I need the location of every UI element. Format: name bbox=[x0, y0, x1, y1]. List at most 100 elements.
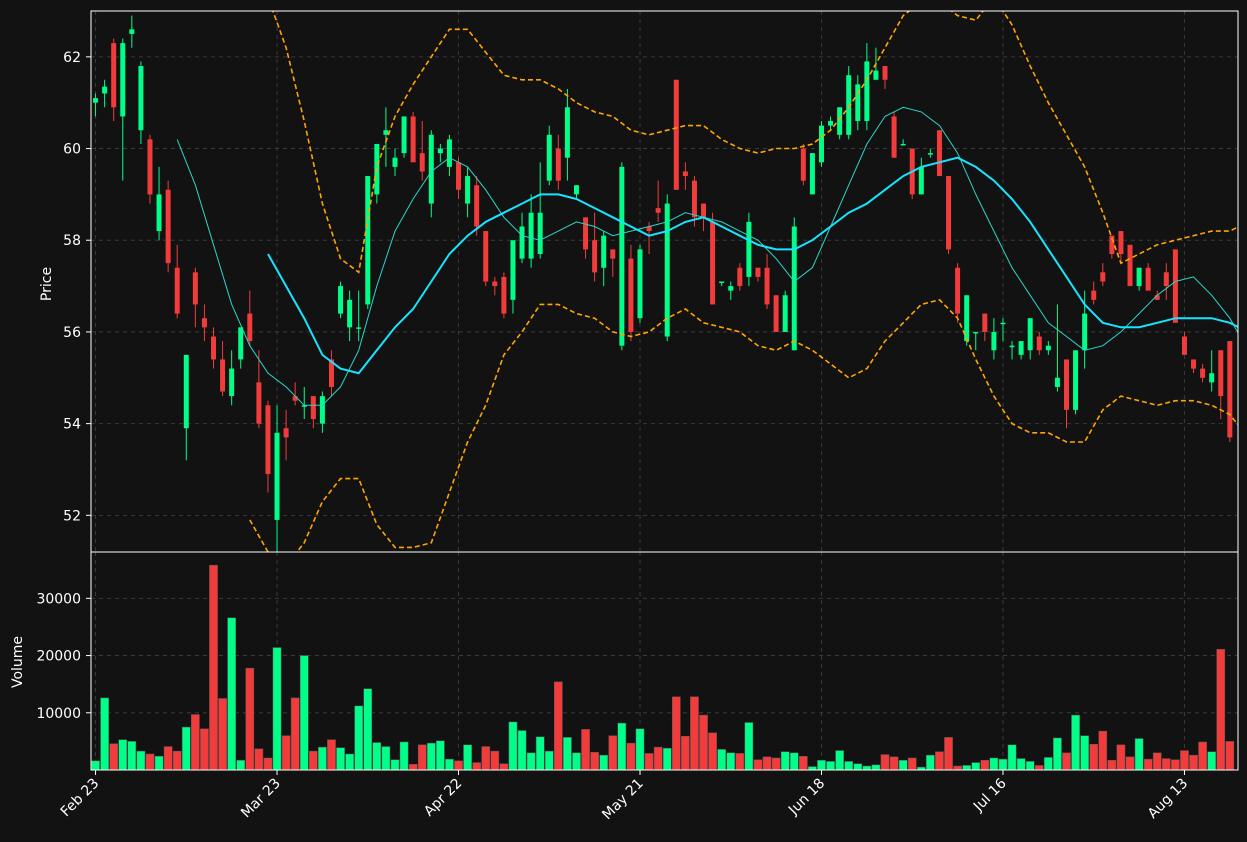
volume-bar bbox=[200, 728, 209, 771]
volume-bar bbox=[753, 759, 763, 771]
volume-bar bbox=[1189, 754, 1198, 771]
candle-body bbox=[401, 116, 407, 154]
volume-bar bbox=[808, 766, 817, 771]
volume-bar bbox=[372, 742, 382, 771]
price-tick-label: 56 bbox=[63, 325, 81, 341]
candle-body bbox=[519, 226, 525, 259]
candle-body bbox=[864, 61, 870, 122]
candle-body bbox=[809, 153, 815, 195]
price-tick-label: 52 bbox=[63, 508, 81, 524]
candle-body bbox=[573, 185, 579, 195]
candle-body bbox=[183, 354, 189, 429]
indicator-overlays bbox=[176, 11, 1238, 552]
volume-bar bbox=[436, 740, 445, 771]
volume-bar bbox=[218, 698, 227, 771]
volume-bar bbox=[771, 757, 781, 771]
candle-body bbox=[564, 107, 570, 158]
volume-bar bbox=[789, 752, 799, 771]
candle-body bbox=[201, 318, 207, 328]
volume-bar bbox=[354, 705, 364, 771]
candle-body bbox=[637, 249, 643, 319]
candle-body bbox=[1191, 359, 1197, 369]
candle-body bbox=[891, 116, 897, 158]
candle-body bbox=[927, 153, 933, 155]
candle-body bbox=[501, 276, 507, 314]
volume-bar bbox=[181, 726, 191, 771]
bollinger-lower-line bbox=[249, 298, 1238, 552]
candle-body bbox=[1054, 377, 1060, 387]
volume-bar bbox=[1044, 757, 1053, 771]
candle-body bbox=[628, 258, 634, 332]
candle-body bbox=[728, 286, 734, 291]
candle-body bbox=[338, 286, 344, 314]
volume-bar bbox=[799, 756, 808, 771]
panel-frames bbox=[86, 10, 1239, 771]
candle-body bbox=[755, 267, 761, 277]
candle-body bbox=[483, 231, 489, 282]
candle-body bbox=[601, 235, 607, 268]
candle-body bbox=[1181, 336, 1187, 355]
candle-body bbox=[347, 299, 353, 328]
volume-bar bbox=[245, 667, 255, 771]
volume-bar bbox=[263, 757, 273, 771]
candle-body bbox=[1163, 272, 1169, 287]
volume-bar bbox=[835, 750, 844, 771]
volume-bar bbox=[1161, 758, 1171, 771]
candle-body bbox=[328, 359, 334, 387]
price-tick-label: 54 bbox=[63, 417, 81, 433]
volume-bar bbox=[472, 762, 481, 771]
volume-bar bbox=[599, 754, 609, 771]
volume-bar bbox=[1198, 741, 1207, 771]
candle-body bbox=[365, 176, 371, 305]
volume-bar bbox=[318, 746, 327, 771]
candle-body bbox=[537, 212, 543, 254]
volume-bar bbox=[1180, 750, 1189, 771]
volume-bar bbox=[681, 735, 690, 771]
candle-body bbox=[619, 166, 625, 346]
volume-bar bbox=[535, 736, 545, 771]
volume-bar bbox=[454, 760, 463, 771]
candle-body bbox=[428, 134, 434, 204]
volume-bar bbox=[690, 696, 699, 771]
volume-bar bbox=[308, 750, 318, 771]
candle-body bbox=[528, 212, 534, 259]
candle-body bbox=[1036, 336, 1042, 351]
volume-bar bbox=[426, 742, 436, 771]
candle-body bbox=[818, 125, 824, 163]
candle-body bbox=[174, 267, 180, 314]
volume-bar bbox=[417, 744, 427, 771]
candle-body bbox=[1109, 235, 1115, 254]
candle-body bbox=[991, 331, 997, 351]
volume-bar bbox=[862, 765, 872, 771]
volume-bar bbox=[91, 760, 100, 771]
candle-body bbox=[1000, 322, 1006, 325]
candle-body bbox=[319, 396, 325, 424]
candle-body bbox=[873, 70, 879, 80]
volume-bar bbox=[898, 760, 908, 771]
candle-body bbox=[147, 139, 153, 195]
candle-body bbox=[220, 359, 226, 392]
candle-body bbox=[156, 194, 162, 232]
volume-bar bbox=[880, 754, 890, 771]
volume-bar bbox=[699, 714, 708, 771]
volume-bar bbox=[526, 752, 536, 771]
candle-body bbox=[229, 368, 235, 397]
price-tick-label: 62 bbox=[63, 50, 81, 66]
volume-bar bbox=[445, 758, 454, 771]
volume-bar bbox=[726, 752, 736, 771]
candle-body bbox=[918, 166, 924, 195]
volume-bar bbox=[1134, 738, 1144, 771]
volume-axis-label: Volume bbox=[10, 636, 26, 688]
candle-body bbox=[456, 162, 462, 190]
volume-bar bbox=[1207, 751, 1217, 771]
candle-body bbox=[247, 313, 253, 342]
volume-bar bbox=[281, 735, 291, 771]
candle-body bbox=[710, 221, 716, 305]
volume-bar bbox=[635, 728, 645, 771]
candle-body bbox=[265, 405, 271, 475]
volume-bar bbox=[381, 746, 391, 771]
candle-body bbox=[301, 405, 307, 407]
volume-bar bbox=[254, 748, 264, 771]
volume-bars bbox=[91, 564, 1235, 771]
volume-bar bbox=[517, 730, 527, 771]
